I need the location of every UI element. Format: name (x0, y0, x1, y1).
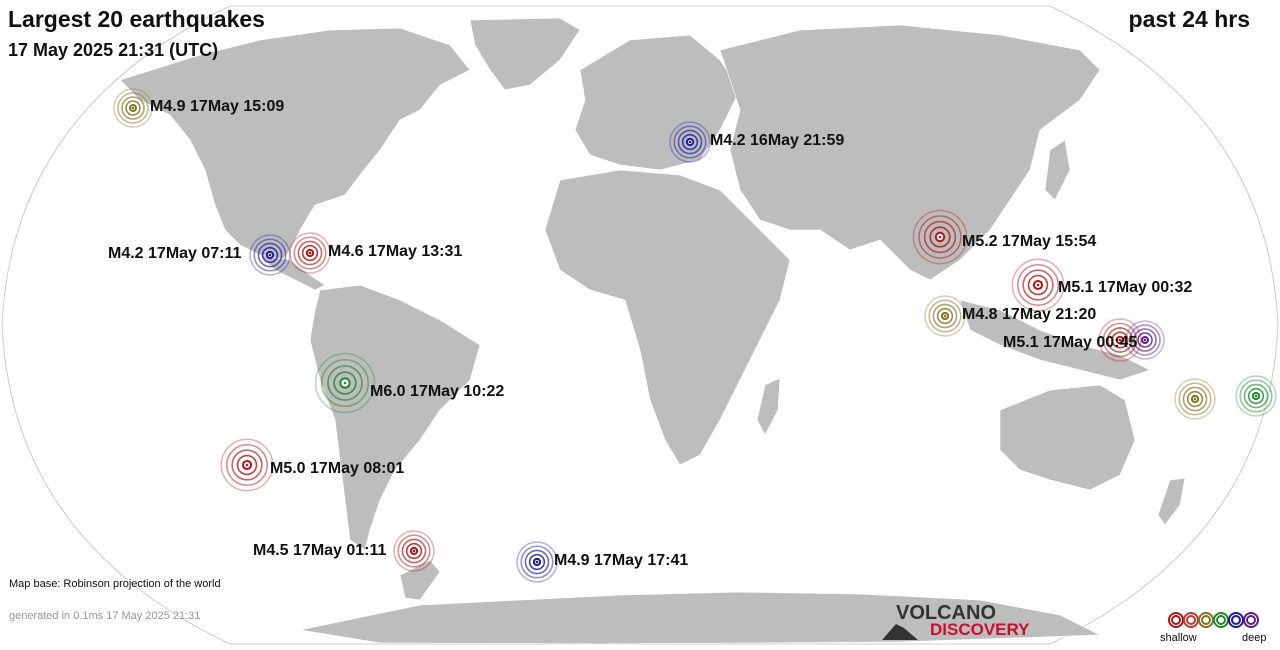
volcano-logo-icon (882, 624, 918, 640)
earthquake-marker[interactable] (1125, 320, 1165, 360)
earthquake-label: M4.2 17May 07:11 (108, 245, 242, 262)
earthquake-label: M4.8 17May 21:20 (962, 306, 1097, 323)
map-base-note: Map base: Robinson projection of the wor… (9, 578, 221, 590)
continents (119, 17, 1186, 645)
earthquake-label: M4.6 17May 13:31 (328, 243, 463, 260)
legend-shallow-label: shallow (1160, 632, 1197, 644)
earthquake-marker[interactable] (314, 352, 376, 414)
time-period: past 24 hrs (1128, 6, 1250, 32)
earthquake-label: M5.2 17May 15:54 (962, 233, 1097, 250)
earthquake-markers (113, 88, 1277, 583)
earthquake-marker[interactable] (924, 295, 966, 337)
earthquake-marker[interactable] (669, 121, 711, 163)
earthquake-marker[interactable] (1235, 375, 1277, 417)
earthquake-marker[interactable] (912, 209, 968, 265)
earthquake-label: M4.9 17May 15:09 (150, 98, 285, 115)
earthquake-label: M5.1 17May 00:32 (1058, 279, 1193, 296)
earthquake-marker[interactable] (1098, 318, 1142, 362)
europe (574, 34, 741, 171)
depth-legend-circles (1168, 612, 1259, 628)
asia (719, 24, 1101, 281)
map-title: Largest 20 earthquakes (8, 6, 265, 32)
north-america (119, 27, 471, 271)
map-date: 17 May 2025 21:31 (UTC) (8, 40, 219, 60)
earthquake-marker[interactable] (289, 232, 331, 274)
logo-bottom-text: DISCOVERY (930, 620, 1030, 639)
earthquake-marker[interactable] (1174, 378, 1216, 420)
antarctic-peninsula (399, 559, 441, 601)
earthquake-label: M6.0 17May 10:22 (370, 383, 505, 400)
earthquake-label: M4.9 17May 17:41 (554, 552, 689, 569)
africa (544, 169, 791, 466)
earthquake-label: M4.2 16May 21:59 (710, 132, 845, 149)
earthquake-label: M5.0 17May 08:01 (270, 460, 405, 477)
southeast-asia-islands (959, 299, 1151, 381)
earthquake-label: M5.1 17May 00:45 (1003, 334, 1138, 351)
earthquake-marker[interactable] (516, 541, 558, 583)
legend-depth-circle (1201, 615, 1211, 625)
legend-depth-circle (1243, 612, 1259, 628)
madagascar (756, 377, 781, 436)
legend-depth-circle (1186, 615, 1196, 625)
south-america (309, 284, 481, 551)
legend-depth-circle (1231, 615, 1241, 625)
greenland (469, 17, 581, 91)
earthquake-marker[interactable] (113, 88, 153, 128)
legend-depth-circle (1216, 615, 1226, 625)
volcano-discovery-logo[interactable]: VOLCANO DISCOVERY (880, 602, 1030, 642)
earthquake-marker[interactable] (249, 234, 291, 276)
legend-depth-circle (1246, 615, 1256, 625)
generated-note: generated in 0.1ms 17 May 2025 21:31 (9, 610, 201, 622)
legend-deep-label: deep (1242, 632, 1267, 644)
earthquake-marker[interactable] (220, 438, 274, 492)
depth-legend: shallow deep (1160, 608, 1270, 648)
central-america (258, 254, 326, 291)
new-zealand (1157, 477, 1186, 526)
earthquake-marker[interactable] (1011, 258, 1065, 312)
australia (999, 384, 1136, 491)
legend-depth-circle (1171, 615, 1181, 625)
earthquake-label: M4.5 17May 01:11 (253, 542, 387, 559)
earthquake-marker[interactable] (393, 530, 435, 572)
japan (1044, 139, 1071, 201)
logo-top-text: VOLCANO (896, 602, 996, 624)
